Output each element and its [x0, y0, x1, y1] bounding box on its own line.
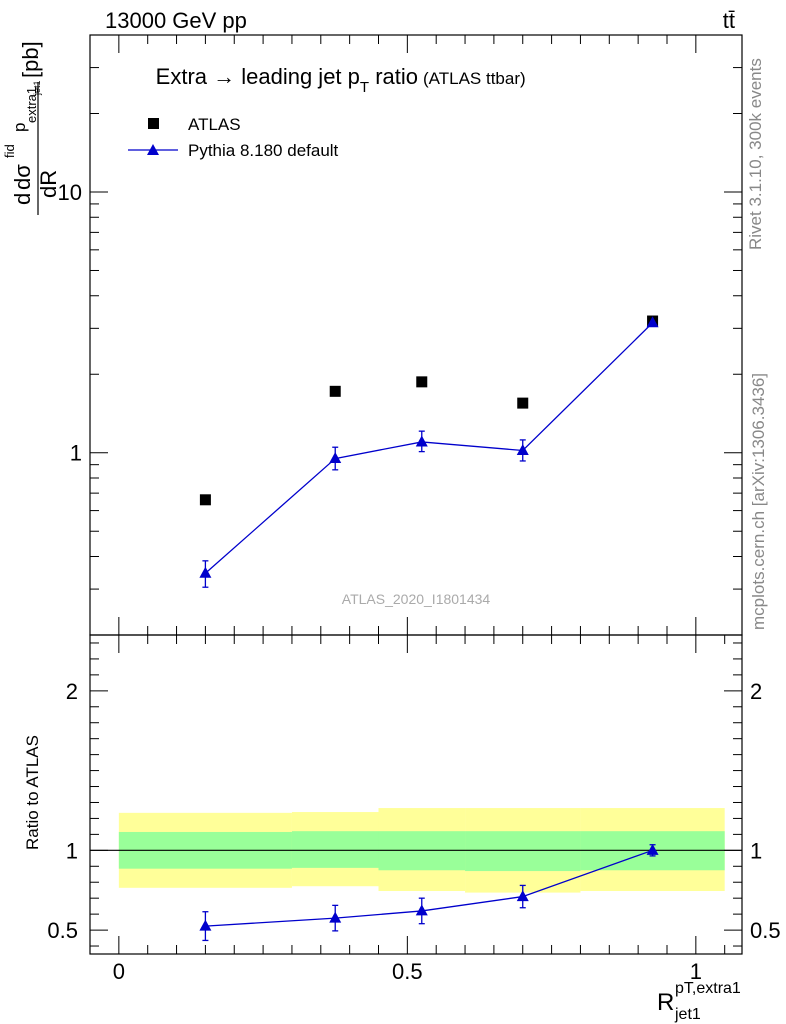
svg-text:pT,extra1: pT,extra1: [675, 980, 741, 997]
ratio-pythia-point: [646, 843, 659, 855]
ratio-uncertainty-bands: [90, 808, 742, 893]
ratio-panel: 0.5 0.5 1 1 2 2 0 0.5 1 Ratio to ATLAS R pT,extr…: [23, 634, 781, 1023]
main-title: Extra → leading jet pT ratio: [156, 64, 418, 96]
ratio-y-tick-label-right: 2: [750, 679, 762, 704]
ratio-pythia-point: [415, 904, 428, 916]
svg-text:fid: fid: [2, 144, 17, 158]
ratio-pythia-point: [329, 911, 342, 923]
ratio-band-green: [465, 831, 581, 872]
header-energy-label: 13000 GeV pp: [105, 8, 247, 33]
svg-text:p: p: [10, 123, 29, 132]
ratio-y-tick-label: 2: [66, 679, 78, 704]
ratio-x-tick-label: 1: [690, 959, 702, 984]
legend-atlas-label: ATLAS: [188, 115, 241, 134]
ratio-y-tick-label-right: 1: [750, 838, 762, 863]
atlas-data-point: [517, 397, 529, 409]
pythia-data-point: [199, 566, 212, 578]
main-y-axis-label: d dσ fid p extra1 dR jet1 [pb]: [2, 41, 61, 215]
legend-atlas-marker: [148, 118, 159, 129]
ratio-x-axis-label: R pT,extra1 jet1: [657, 980, 741, 1023]
svg-text:[pb]: [pb]: [18, 41, 43, 78]
atlas-data-point: [329, 385, 341, 397]
main-y-tick-label: 10: [58, 180, 82, 205]
ratio-data-layer: [199, 843, 659, 942]
ratio-y-axis-label: Ratio to ATLAS: [23, 735, 42, 850]
svg-text:jet1: jet1: [32, 80, 42, 96]
pythia-series-line: [204, 322, 654, 574]
pythia-data-point: [516, 443, 529, 455]
main-data-layer: [199, 315, 659, 588]
main-axis-ticks: 1 10: [58, 34, 742, 636]
ratio-axis-ticks: 0.5 0.5 1 1 2 2 0 0.5 1: [47, 635, 781, 984]
pythia-data-point: [415, 435, 428, 447]
pythia-data-point: [646, 316, 659, 328]
ratio-x-tick-label: 0.5: [392, 959, 423, 984]
svg-text:d: d: [10, 193, 35, 205]
legend-pythia-marker: [147, 144, 159, 155]
rivet-version-label: Rivet 3.1.10, 300k events: [746, 58, 765, 250]
ratio-y-tick-label: 0.5: [47, 918, 78, 943]
svg-text:jet1: jet1: [674, 1006, 701, 1023]
analysis-watermark: ATLAS_2020_I1801434: [342, 591, 491, 607]
ratio-pythia-point: [199, 919, 212, 931]
main-panel: 1 10 Extra → leading jet pT ratio (ATLAS …: [2, 34, 743, 636]
header-process-label: tt̄: [723, 8, 735, 33]
legend: ATLAS Pythia 8.180 default: [128, 115, 339, 160]
ratio-pythia-point: [516, 890, 529, 902]
main-title-note: (ATLAS ttbar): [423, 69, 526, 88]
svg-text:R: R: [657, 989, 674, 1016]
ratio-y-tick-label: 1: [66, 838, 78, 863]
svg-text:dσ: dσ: [10, 164, 35, 190]
ratio-band-green: [291, 831, 379, 868]
legend-pythia-label: Pythia 8.180 default: [188, 141, 339, 160]
ratio-frame: [89, 634, 743, 955]
svg-text:extra1: extra1: [24, 87, 39, 123]
atlas-data-point: [416, 376, 428, 388]
mcplots-reference-label: mcplots.cern.ch [arXiv:1306.3436]: [749, 373, 768, 630]
ratio-x-tick-label: 0: [113, 959, 125, 984]
svg-text:dR: dR: [36, 170, 61, 198]
main-y-tick-label: 1: [70, 441, 82, 466]
ratio-y-tick-label-right: 0.5: [750, 918, 781, 943]
pythia-data-point: [329, 452, 342, 464]
atlas-data-point: [199, 494, 211, 506]
